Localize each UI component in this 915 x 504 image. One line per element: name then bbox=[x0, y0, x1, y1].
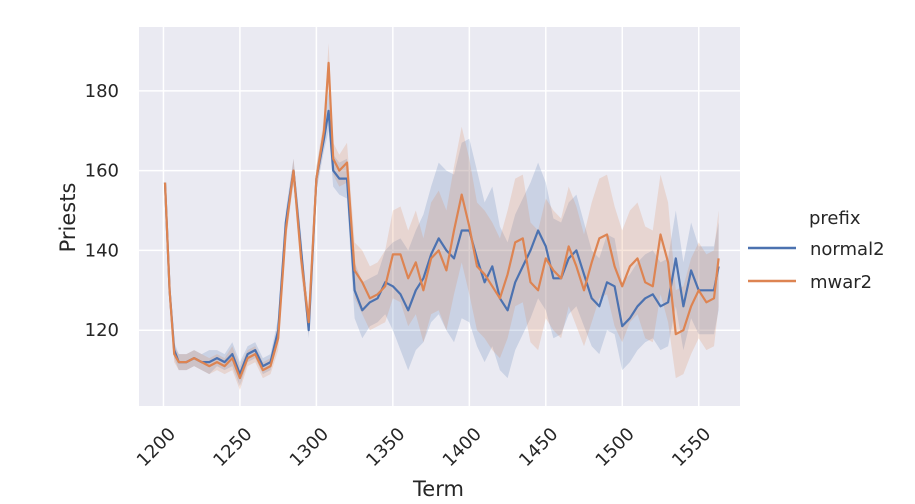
x-tick-label: 1450 bbox=[515, 424, 562, 471]
legend: prefix normal2 mwar2 bbox=[748, 208, 885, 293]
series-lines bbox=[163, 61, 720, 380]
x-tick-label: 1300 bbox=[286, 424, 333, 471]
x-tick-label: 1500 bbox=[592, 424, 639, 471]
confidence-bands bbox=[165, 43, 719, 390]
legend-items: normal2 mwar2 bbox=[748, 239, 885, 293]
x-tick-label: 1550 bbox=[668, 424, 715, 471]
y-tick-label: 160 bbox=[85, 161, 119, 182]
y-axis-label: Priests bbox=[56, 183, 80, 253]
y-tick-label: 140 bbox=[85, 240, 119, 261]
y-tick-label: 180 bbox=[85, 81, 119, 102]
x-tick-label: 1350 bbox=[362, 424, 409, 471]
x-tick-label: 1400 bbox=[439, 424, 486, 471]
confidence-band-normal2 bbox=[165, 90, 719, 387]
y-tick-label: 120 bbox=[85, 320, 119, 341]
x-axis-label: Term bbox=[412, 477, 464, 500]
legend-title: prefix bbox=[809, 208, 861, 229]
legend-label-mwar2: mwar2 bbox=[810, 272, 872, 293]
confidence-band-mwar2 bbox=[165, 43, 719, 390]
series-line-normal2 bbox=[163, 109, 720, 376]
y-tick-labels: 120 140 160 180 bbox=[85, 81, 119, 341]
series-line-mwar2 bbox=[163, 61, 720, 380]
x-tick-label: 1250 bbox=[209, 424, 256, 471]
x-tick-label: 1200 bbox=[133, 424, 180, 471]
legend-label-normal2: normal2 bbox=[810, 239, 885, 260]
x-tick-labels: 1200 1250 1300 1350 1400 1450 1500 1550 bbox=[133, 424, 715, 471]
